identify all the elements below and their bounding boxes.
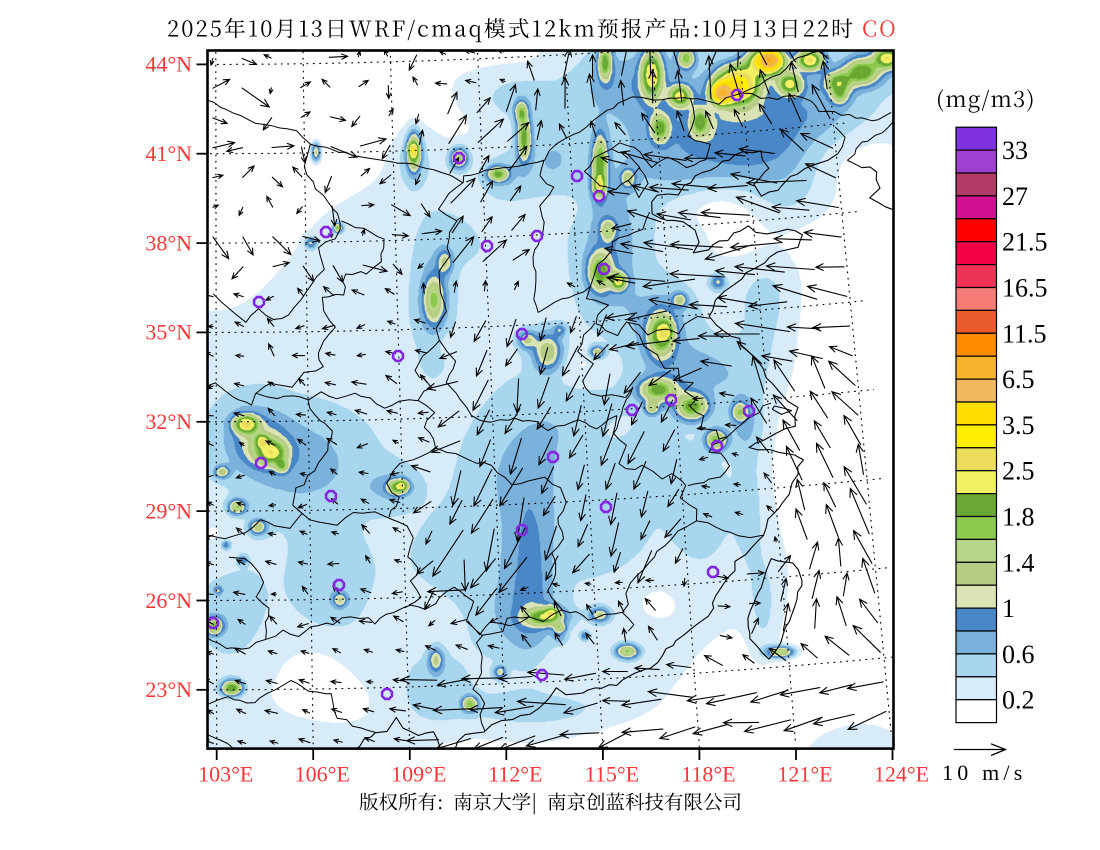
- svg-text:1.4: 1.4: [1002, 548, 1035, 577]
- svg-text:1: 1: [1002, 594, 1015, 623]
- svg-text:115°E: 115°E: [585, 762, 639, 787]
- svg-text:11.5: 11.5: [1002, 319, 1047, 348]
- svg-text:41°N: 41°N: [145, 141, 192, 166]
- svg-text:124°E: 124°E: [874, 762, 929, 787]
- svg-text:23°N: 23°N: [145, 677, 192, 702]
- svg-text:103°E: 103°E: [198, 762, 253, 787]
- svg-text:32°N: 32°N: [145, 409, 192, 434]
- svg-text:21.5: 21.5: [1002, 228, 1048, 257]
- svg-text:121°E: 121°E: [777, 762, 832, 787]
- svg-text:112°E: 112°E: [488, 762, 542, 787]
- svg-text:109°E: 109°E: [391, 762, 446, 787]
- svg-text:33: 33: [1002, 136, 1028, 165]
- svg-text:26°N: 26°N: [145, 588, 192, 613]
- svg-text:2.5: 2.5: [1002, 457, 1035, 486]
- svg-text:44°N: 44°N: [145, 52, 192, 77]
- svg-text:1.8: 1.8: [1002, 503, 1035, 532]
- svg-text:3.5: 3.5: [1002, 411, 1035, 440]
- svg-text:6.5: 6.5: [1002, 365, 1035, 394]
- svg-text:35°N: 35°N: [145, 320, 192, 345]
- svg-text:106°E: 106°E: [295, 762, 350, 787]
- svg-text:118°E: 118°E: [681, 762, 735, 787]
- svg-text:0.6: 0.6: [1002, 640, 1035, 669]
- svg-text:16.5: 16.5: [1002, 274, 1048, 303]
- svg-text:0.2: 0.2: [1002, 686, 1035, 715]
- svg-text:27: 27: [1002, 182, 1028, 211]
- svg-text:38°N: 38°N: [145, 230, 192, 255]
- svg-text:29°N: 29°N: [145, 498, 192, 523]
- svg-text:10 m/s: 10 m/s: [942, 760, 1027, 785]
